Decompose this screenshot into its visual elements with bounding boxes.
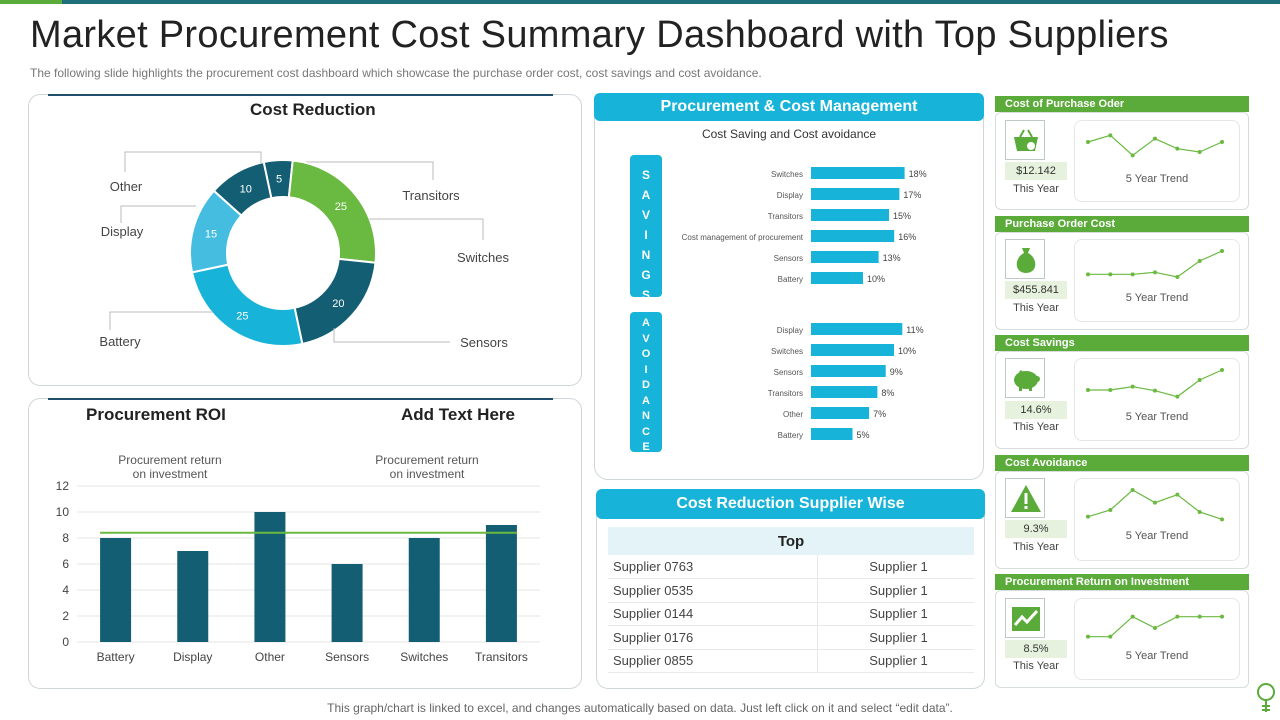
supplier-cell: Supplier 0763 bbox=[608, 555, 818, 579]
kpi-trend-box bbox=[1074, 598, 1240, 680]
piggy-bank-icon bbox=[1005, 358, 1045, 398]
vertical-letter: S bbox=[641, 168, 650, 182]
kpi-period: This Year bbox=[1013, 541, 1059, 553]
kpi-period: This Year bbox=[1013, 302, 1059, 314]
kpi-value: 14.6% bbox=[1005, 401, 1067, 419]
page-title: Market Procurement Cost Summary Dashboar… bbox=[30, 14, 1169, 56]
vertical-letter: V bbox=[641, 208, 650, 222]
kpi-period: This Year bbox=[1013, 421, 1059, 433]
top-supplier-cell: Supplier 1 bbox=[816, 578, 974, 603]
vertical-letter: N bbox=[641, 248, 651, 262]
growth-chart-icon bbox=[1005, 598, 1045, 638]
table-row[interactable]: Supplier 0144 Supplier 1 bbox=[608, 602, 974, 626]
kpi-title: Cost of Purchase Oder bbox=[995, 96, 1249, 112]
roi-annotation-left-line2: on investment bbox=[132, 467, 208, 481]
kpi-trend-label: 5 Year Trend bbox=[1125, 530, 1189, 542]
kpi-box bbox=[995, 232, 1249, 330]
supplier-cell: Supplier 0855 bbox=[608, 649, 818, 673]
supplier-cell: Supplier 0535 bbox=[608, 578, 818, 603]
cost-reduction-accent bbox=[48, 94, 553, 96]
kpi-box bbox=[995, 590, 1249, 688]
top-supplier-cell: Supplier 1 bbox=[816, 625, 974, 650]
vertical-letter: O bbox=[641, 348, 651, 360]
kpi-trend-label: 5 Year Trend bbox=[1125, 173, 1189, 185]
top-accent-teal bbox=[62, 0, 1280, 4]
vertical-letter: A bbox=[642, 317, 650, 329]
vertical-letter: I bbox=[644, 228, 648, 242]
vertical-letter: A bbox=[641, 188, 651, 202]
table-row[interactable]: Supplier 0535 Supplier 1 bbox=[608, 578, 974, 603]
top-supplier-cell: Supplier 1 bbox=[816, 555, 974, 579]
table-row[interactable]: Supplier 0763 Supplier 1 bbox=[608, 555, 974, 579]
vertical-letter: I bbox=[644, 363, 648, 376]
kpi-title: Procurement Return on Investment bbox=[995, 574, 1249, 590]
kpi-box bbox=[995, 112, 1249, 210]
table-row[interactable]: Supplier 0855 Supplier 1 bbox=[608, 649, 974, 673]
kpi-trend-label: 5 Year Trend bbox=[1125, 292, 1189, 304]
page-subtitle: The following slide highlights the procu… bbox=[30, 66, 762, 80]
money-bag-icon bbox=[1005, 239, 1045, 279]
vertical-letter: D bbox=[642, 379, 650, 391]
vertical-letter: N bbox=[642, 410, 650, 422]
kpi-trend-box bbox=[1074, 478, 1240, 561]
top-supplier-cell: Supplier 1 bbox=[816, 649, 974, 673]
footer-note: This graph/chart is linked to excel, and… bbox=[327, 701, 953, 715]
vertical-letter: A bbox=[642, 394, 650, 407]
top-accent-green bbox=[0, 0, 62, 4]
kpi-value: 9.3% bbox=[1005, 520, 1067, 538]
kpi-title: Cost Avoidance bbox=[995, 455, 1249, 471]
kpi-period: This Year bbox=[1013, 660, 1059, 672]
kpi-value: 8.5% bbox=[1005, 640, 1067, 658]
kpi-trend-label: 5 Year Trend bbox=[1125, 411, 1189, 423]
kpi-period: This Year bbox=[1013, 183, 1059, 195]
kpi-trend-box bbox=[1074, 120, 1240, 202]
supplier-wise-table: Top Supplier 0763 Supplier 1 Supplier 053… bbox=[608, 527, 974, 673]
roi-annotation-right-line1: Procurement return bbox=[375, 453, 479, 467]
kpi-value: $12.142 bbox=[1005, 162, 1067, 180]
cost-management-header: Procurement & Cost Management bbox=[594, 93, 984, 121]
kpi-title: Cost Savings bbox=[995, 335, 1249, 351]
procurement-roi-title: Procurement ROI bbox=[86, 405, 226, 424]
roi-annotation-right-line2: on investment bbox=[389, 467, 465, 481]
kpi-box bbox=[995, 471, 1249, 569]
kpi-trend-box bbox=[1074, 239, 1240, 322]
cost-management-chart-title: Cost Saving and Cost avoidance bbox=[701, 127, 877, 141]
roi-annotation-left-line1: Procurement return bbox=[118, 453, 222, 467]
cost-reduction-title: Cost Reduction bbox=[250, 100, 376, 119]
vertical-letter: S bbox=[641, 288, 650, 302]
roi-annotation-left: Procurement return on investment bbox=[90, 453, 250, 481]
top-supplier-cell: Supplier 1 bbox=[816, 602, 974, 626]
vertical-letter: C bbox=[642, 425, 650, 438]
procurement-roi-panel bbox=[28, 398, 582, 689]
kpi-title: Purchase Order Cost bbox=[995, 216, 1249, 232]
vertical-letter: V bbox=[642, 332, 650, 345]
add-text-heading[interactable]: Add Text Here bbox=[401, 405, 515, 424]
procurement-roi-accent bbox=[48, 398, 553, 400]
basket-icon bbox=[1005, 120, 1045, 160]
supplier-cell: Supplier 0176 bbox=[608, 625, 818, 650]
kpi-value: $455.841 bbox=[1005, 281, 1067, 299]
supplier-table-header: Top bbox=[608, 527, 974, 555]
warning-icon bbox=[1005, 478, 1045, 518]
kpi-box bbox=[995, 351, 1249, 449]
bulb-icon bbox=[1255, 682, 1277, 716]
kpi-trend-box bbox=[1074, 358, 1240, 441]
vertical-letter: E bbox=[642, 441, 650, 453]
roi-annotation-right: Procurement return on investment bbox=[347, 453, 507, 481]
kpi-trend-label: 5 Year Trend bbox=[1125, 650, 1189, 662]
supplier-wise-header: Cost Reduction Supplier Wise bbox=[596, 489, 985, 519]
supplier-cell: Supplier 0144 bbox=[608, 602, 818, 626]
cost-reduction-panel bbox=[28, 94, 582, 386]
table-row[interactable]: Supplier 0176 Supplier 1 bbox=[608, 625, 974, 650]
vertical-letter: G bbox=[641, 268, 651, 282]
